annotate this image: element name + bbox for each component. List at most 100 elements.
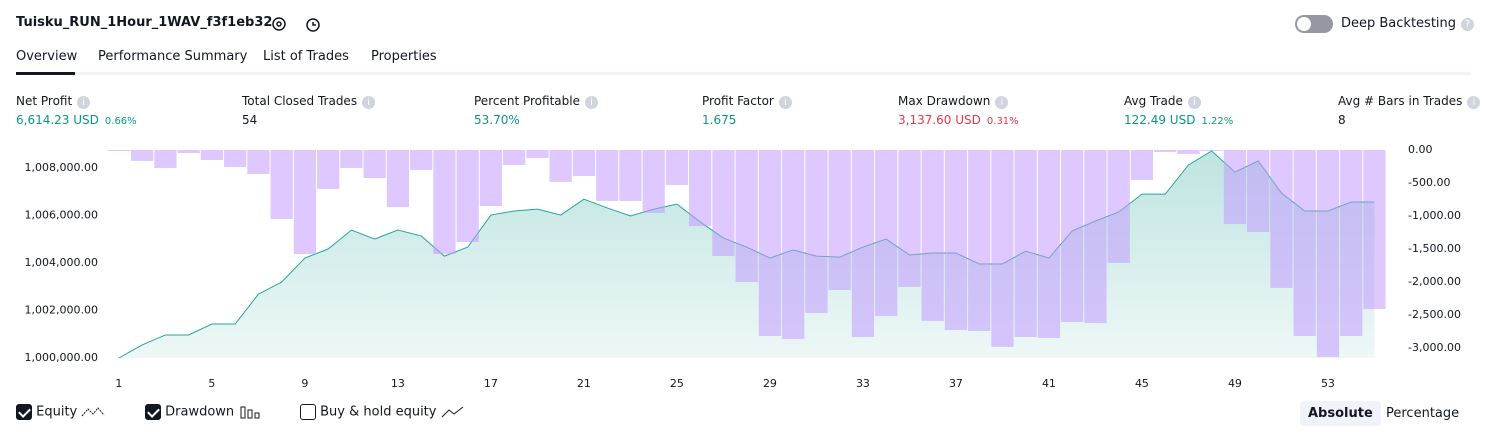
drawdown-bar [1014,150,1037,338]
drawdown-bar [1130,150,1154,180]
y-tick-label: 1,008,000.00 [25,161,98,174]
legend-label: Drawdown [165,404,235,420]
metric-value-row: 54 [242,113,257,127]
metric-label: Percent Profitable [474,94,580,108]
x-tick-label: 33 [856,377,870,390]
x-tick-label: 9 [301,377,308,390]
metric-percent: 0.31% [986,116,1019,127]
info-icon[interactable]: i [995,96,1009,109]
drawdown-bar [689,150,712,227]
y-tick-label: 1,004,000.00 [25,256,98,269]
drawdown-bar [270,150,293,220]
metric-value-row: 6,614.23 USD 0.66% [16,113,137,127]
toggle-knob [1297,17,1311,31]
info-icon[interactable]: i [362,96,376,109]
metric-value-row: 53.70% [474,113,520,127]
x-tick-label: 45 [1135,377,1149,390]
mode-button[interactable]: Percentage [1386,406,1460,421]
buy-hold-icon [441,406,463,418]
drawdown-bar [1177,150,1200,154]
checkbox[interactable] [16,404,32,420]
legend-item[interactable]: Drawdown [145,404,262,420]
x-tick-label: 29 [763,377,777,390]
alert-icon[interactable] [306,18,320,32]
drawdown-bar [363,150,386,178]
drawdown-bar [131,150,154,161]
drawdown-bar [503,150,526,166]
metric-label: Avg # Bars in Trades [1338,94,1463,108]
drawdown-bar [549,150,572,182]
y-tick-label: 1,002,000.00 [25,304,98,317]
y2-tick-label: 0.00 [1408,143,1433,156]
metric-value: 54 [242,113,258,127]
drawdown-bar [572,150,596,176]
drawdown-bar [665,150,689,185]
info-icon[interactable]: i [1467,96,1481,109]
drawdown-bar [526,150,549,159]
checkbox[interactable] [145,404,161,420]
active-tab-indicator [16,72,75,75]
metric-value-row: 1.675 [702,113,736,127]
deep-backtesting-toggle[interactable] [1295,15,1333,33]
chart: 1,000,000.00 1,002,000.00 1,004,000.00 1,00… [25,143,1461,390]
x-tick-label: 25 [670,377,684,390]
y2-tick-label: -2,500.00 [1408,308,1461,321]
tab[interactable]: Performance Summary [98,49,248,64]
metric-percent: 0.66% [104,116,137,127]
drawdown-bar [921,150,944,321]
drawdown-bar [1037,150,1061,338]
drawdown-bar [875,150,898,317]
tab[interactable]: List of Trades [263,49,349,64]
info-icon[interactable]: i [778,96,792,109]
x-tick-label: 49 [1228,377,1242,390]
drawdown-bar [828,150,851,291]
metric-value: 6,614.23 USD [16,113,99,127]
y2-tick-label: -1,500.00 [1408,242,1461,255]
metric-percent: 1.22% [1201,116,1234,127]
metric-value: 3,137.60 USD [898,113,981,127]
x-tick-label: 17 [484,377,498,390]
drawdown-bar [1270,150,1293,288]
drawdown-bar [200,150,224,161]
metric-label-row: Max Drawdown i [898,94,1009,109]
drawdown-bar [735,150,758,282]
tab[interactable]: Overview [16,49,78,64]
tab[interactable]: Properties [371,49,437,64]
drawdown-bar [596,150,619,201]
x-tick-label: 13 [391,377,405,390]
info-icon[interactable]: i [1187,96,1201,109]
mode-button[interactable]: Absolute [1300,401,1381,426]
metric-value-row: 122.49 USD 1.22% [1124,113,1233,127]
drawdown-bar [1084,150,1107,324]
drawdown-bar [642,150,665,213]
drawdown-bar [968,150,991,331]
legend-item[interactable]: Buy & hold equity [300,404,465,420]
x-tick-label: 1 [115,377,122,390]
metric-label-row: Percent Profitable i [474,94,598,109]
drawdown-bar [1293,150,1316,336]
x-tick-label: 41 [1042,377,1056,390]
settings-icon[interactable] [272,17,286,31]
y2-tick-label: -1,000.00 [1408,209,1461,222]
y-tick-label: 1,000,000.00 [25,351,98,364]
legend-item[interactable]: Equity [16,404,105,420]
info-icon[interactable]: i [77,96,91,109]
metric-label-row: Avg Trade i [1124,94,1201,109]
drawdown-bar [293,150,317,254]
toggle-text: Deep Backtesting [1341,16,1457,31]
metric-value: 53.70% [474,113,520,127]
drawdown-bar [1061,150,1084,322]
metric-label: Total Closed Trades [242,94,358,108]
x-tick-label: 37 [949,377,963,390]
info-icon[interactable]: i [584,96,598,109]
x-tick-label: 5 [208,377,215,390]
metric-label: Profit Factor [702,94,774,108]
checkbox[interactable] [300,404,316,420]
legend-label: Equity [36,404,78,420]
metric-label-row: Profit Factor i [702,94,792,109]
drawdown-bar [991,150,1014,347]
metric-label-row: Avg # Bars in Trades i [1338,94,1481,109]
metric-value: 1.675 [702,113,737,127]
help-icon[interactable]: ? [1461,18,1475,31]
drawdown-bar [712,150,735,256]
